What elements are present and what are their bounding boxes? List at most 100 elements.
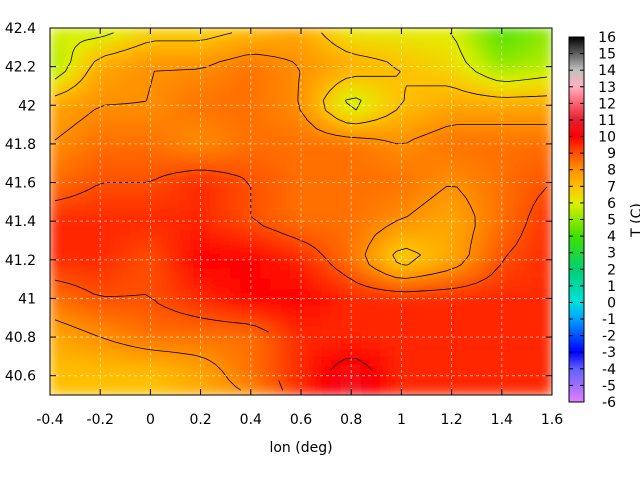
heatmap-cell <box>451 375 463 386</box>
heatmap-cell <box>370 182 382 193</box>
heatmap-cell <box>350 355 362 367</box>
heatmap-cell <box>280 75 292 87</box>
heatmap-cell <box>159 259 171 270</box>
heatmap-cell <box>400 201 412 212</box>
heatmap-cell <box>441 268 453 280</box>
heatmap-cell <box>290 46 302 58</box>
heatmap-cell <box>310 182 322 193</box>
heatmap-cell <box>69 288 81 299</box>
heatmap-cell <box>270 66 282 77</box>
heatmap-cell <box>400 384 412 395</box>
heatmap-cell <box>541 249 552 261</box>
heatmap-cell <box>431 346 443 357</box>
heatmap-cell <box>59 56 71 68</box>
heatmap-cell <box>350 220 362 232</box>
heatmap-cell <box>360 239 372 251</box>
heatmap-cell <box>310 230 322 241</box>
heatmap-cell <box>310 355 322 367</box>
x-tick-label: -0.4 <box>36 412 63 428</box>
heatmap-cell <box>410 143 422 155</box>
colorbar-tick-label: 12 <box>598 96 616 112</box>
heatmap-cell <box>511 153 523 164</box>
heatmap-cell <box>129 28 141 39</box>
heatmap-cell <box>370 153 382 164</box>
heatmap-cell <box>99 278 111 290</box>
heatmap-cell <box>491 46 503 58</box>
heatmap-cell <box>310 172 322 184</box>
heatmap-cell <box>300 153 312 164</box>
heatmap-cell <box>180 162 192 174</box>
heatmap-cell <box>501 153 513 164</box>
heatmap-cell <box>260 365 272 377</box>
heatmap-cell <box>521 375 533 386</box>
heatmap-cell <box>169 37 182 48</box>
heatmap-cell <box>79 172 91 184</box>
heatmap-cell <box>410 230 422 241</box>
heatmap-cell <box>69 384 81 395</box>
heatmap-cell <box>280 172 292 184</box>
heatmap-cell <box>521 124 533 135</box>
heatmap-cell <box>260 355 272 367</box>
heatmap-cell <box>79 104 91 116</box>
heatmap-cell <box>149 191 161 203</box>
heatmap-cell <box>280 268 292 280</box>
heatmap-cell <box>59 375 71 386</box>
heatmap-cell <box>250 162 262 174</box>
heatmap-cell <box>290 28 302 39</box>
heatmap-cell <box>400 336 412 348</box>
heatmap-cell <box>119 384 131 395</box>
heatmap-cell <box>420 124 433 135</box>
heatmap-cell <box>350 278 362 290</box>
heatmap-cell <box>270 211 282 222</box>
heatmap-cell <box>541 143 552 155</box>
heatmap-cell <box>420 220 433 232</box>
heatmap-cell <box>79 259 91 270</box>
heatmap-cell <box>180 375 192 386</box>
heatmap-cell <box>350 259 362 270</box>
heatmap-cell <box>410 307 422 319</box>
heatmap-cell <box>220 191 232 203</box>
heatmap-cell <box>89 114 101 126</box>
heatmap-cell <box>531 133 543 145</box>
heatmap-cell <box>69 355 81 367</box>
heatmap-cell <box>300 317 312 328</box>
heatmap-cell <box>410 288 422 299</box>
heatmap-cell <box>410 56 422 68</box>
heatmap-cell <box>190 133 202 145</box>
heatmap-cell <box>50 249 61 261</box>
heatmap-cell <box>250 46 262 58</box>
heatmap-cell <box>89 288 101 299</box>
heatmap-cell <box>280 249 292 261</box>
heatmap-cell <box>410 162 422 174</box>
heatmap-cell <box>260 288 272 299</box>
heatmap-cell <box>380 133 392 145</box>
heatmap-cell <box>50 172 61 184</box>
heatmap-cell <box>109 230 121 241</box>
colorbar-tick-label: 7 <box>607 179 616 195</box>
heatmap-cell <box>431 37 443 48</box>
heatmap-cell <box>390 37 402 48</box>
heatmap-cell <box>260 66 272 77</box>
heatmap-cell <box>380 346 392 357</box>
heatmap-cell <box>400 297 412 309</box>
heatmap-cell <box>210 259 222 270</box>
heatmap-cell <box>310 288 322 299</box>
heatmap-cell <box>451 355 463 367</box>
heatmap-cell <box>491 162 503 174</box>
heatmap-cell <box>320 346 332 357</box>
heatmap-cell <box>491 317 503 328</box>
heatmap-cell <box>270 375 282 386</box>
heatmap-cell <box>220 75 232 87</box>
heatmap-cell <box>541 75 552 87</box>
heatmap-cell <box>521 56 533 68</box>
heatmap-cell <box>370 239 382 251</box>
heatmap-cell <box>69 278 81 290</box>
heatmap-cell <box>180 143 192 155</box>
heatmap-cell <box>159 182 171 193</box>
heatmap-cell <box>380 375 392 386</box>
heatmap-cell <box>350 297 362 309</box>
heatmap-cell <box>471 307 483 319</box>
heatmap-cell <box>491 143 503 155</box>
colorbar-tick-label: 8 <box>607 163 616 179</box>
heatmap-cell <box>330 365 342 377</box>
